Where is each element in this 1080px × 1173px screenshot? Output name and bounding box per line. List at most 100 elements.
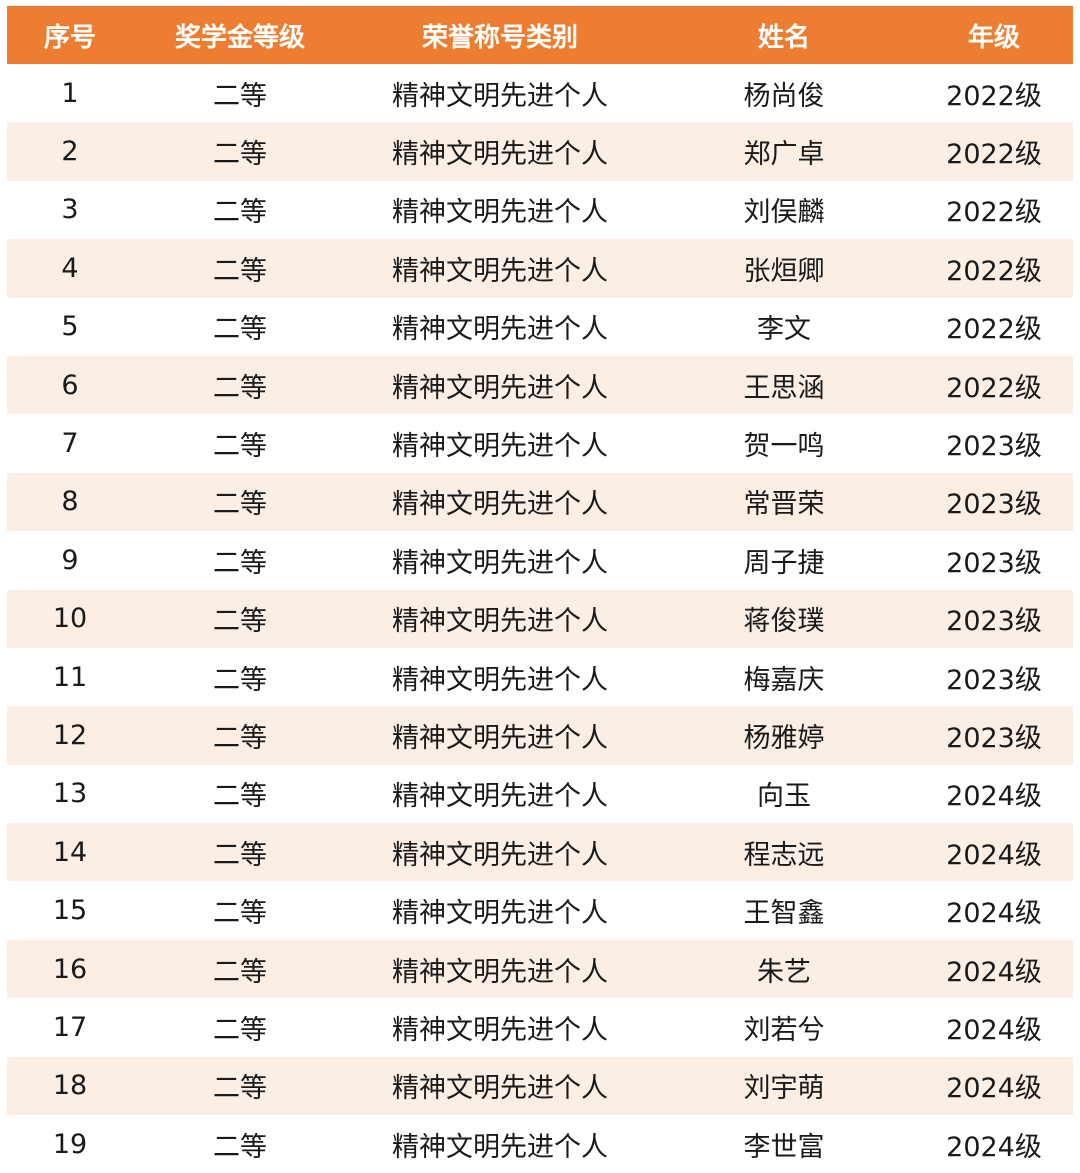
header-honor-category: 荣誉称号类别 (421, 22, 578, 53)
cell-honor-category: 精神文明先进个人 (392, 314, 608, 346)
cell-name: 贺一鸣 (743, 431, 825, 463)
table-header: 序号 奖学金等级 荣誉称号类别 姓名 年级 (7, 6, 1073, 64)
cell-index: 11 (52, 661, 88, 693)
table-row: 18 二等 精神文明先进个人 刘宇萌 2024级 (7, 1056, 1073, 1116)
cell-name: 刘宇萌 (743, 1073, 825, 1105)
cell-grade: 2024级 (946, 956, 1042, 988)
cell-scholarship-level: 二等 (213, 781, 267, 813)
cell-grade: 2024级 (946, 898, 1042, 930)
cell-honor-category: 精神文明先进个人 (392, 664, 608, 696)
cell-index: 15 (52, 895, 88, 927)
cell-index: 8 (61, 486, 79, 518)
cell-index: 17 (52, 1011, 88, 1043)
table-row: 8 二等 精神文明先进个人 常晋荣 2023级 (7, 472, 1073, 532)
cell-grade: 2024级 (946, 839, 1042, 871)
cell-index: 6 (61, 369, 79, 401)
table-row: 6 二等 精神文明先进个人 王思涵 2022级 (7, 355, 1073, 415)
cell-scholarship-level: 二等 (213, 197, 267, 229)
cell-index: 7 (61, 428, 79, 460)
cell-honor-category: 精神文明先进个人 (392, 1131, 608, 1163)
cell-scholarship-level: 二等 (213, 1073, 267, 1105)
cell-scholarship-level: 二等 (213, 606, 267, 638)
table-row: 12 二等 精神文明先进个人 杨雅婷 2023级 (7, 706, 1073, 765)
cell-index: 13 (52, 778, 88, 810)
table-row: 14 二等 精神文明先进个人 程志远 2024级 (7, 823, 1073, 882)
header-name: 姓名 (757, 22, 810, 53)
cell-index: 10 (52, 603, 88, 635)
cell-honor-category: 精神文明先进个人 (392, 722, 608, 754)
cell-name: 张烜卿 (743, 255, 825, 287)
cell-scholarship-level: 二等 (213, 489, 267, 521)
cell-grade: 2023级 (946, 547, 1042, 579)
table-row: 5 二等 精神文明先进个人 李文 2022级 (7, 298, 1073, 356)
cell-scholarship-level: 二等 (213, 547, 267, 579)
table-body: 1 二等 精神文明先进个人 杨尚俊 2022级 2 二等 精神文明先进个人 郑广卓 2022级 3 二… (7, 64, 1073, 1173)
cell-scholarship-level: 二等 (213, 372, 267, 404)
cell-scholarship-level: 二等 (213, 431, 267, 463)
table-row: 3 二等 精神文明先进个人 刘俣麟 2022级 (7, 181, 1073, 239)
cell-index: 12 (52, 719, 88, 751)
cell-grade: 2023级 (946, 722, 1042, 754)
cell-name: 郑广卓 (743, 139, 825, 171)
cell-honor-category: 精神文明先进个人 (392, 547, 608, 579)
award-table: 序号 奖学金等级 荣誉称号类别 姓名 年级 1 二等 精神文明先进个人 杨尚俊 2022… (7, 6, 1073, 1173)
cell-grade: 2023级 (946, 431, 1042, 463)
cell-index: 16 (52, 953, 88, 985)
cell-name: 李文 (757, 314, 811, 346)
table-row: 2 二等 精神文明先进个人 郑广卓 2022级 (7, 122, 1073, 181)
cell-scholarship-level: 二等 (213, 255, 267, 287)
cell-name: 王智鑫 (743, 898, 825, 930)
header-grade: 年级 (967, 22, 1020, 53)
table-row: 9 二等 精神文明先进个人 周子捷 2023级 (7, 531, 1073, 589)
cell-name: 程志远 (743, 839, 825, 871)
cell-honor-category: 精神文明先进个人 (392, 1073, 608, 1105)
cell-honor-category: 精神文明先进个人 (392, 606, 608, 638)
cell-honor-category: 精神文明先进个人 (392, 1014, 608, 1046)
cell-name: 朱艺 (757, 956, 811, 988)
table-row: 15 二等 精神文明先进个人 王智鑫 2024级 (7, 881, 1073, 939)
cell-grade: 2024级 (946, 781, 1042, 813)
cell-honor-category: 精神文明先进个人 (392, 956, 608, 988)
cell-honor-category: 精神文明先进个人 (392, 781, 608, 813)
cell-name: 李世富 (743, 1131, 825, 1163)
cell-scholarship-level: 二等 (213, 80, 267, 112)
cell-grade: 2022级 (946, 255, 1042, 287)
cell-index: 3 (61, 194, 79, 226)
cell-grade: 2023级 (946, 489, 1042, 521)
header-index: 序号 (43, 22, 96, 53)
cell-grade: 2022级 (946, 314, 1042, 346)
table-row: 17 二等 精神文明先进个人 刘若兮 2024级 (7, 998, 1073, 1056)
cell-name: 周子捷 (743, 547, 825, 579)
table-row: 19 二等 精神文明先进个人 李世富 2024级 (7, 1115, 1073, 1173)
cell-index: 4 (61, 252, 79, 284)
cell-index: 18 (52, 1070, 88, 1102)
table-row: 10 二等 精神文明先进个人 蒋俊璞 2023级 (7, 589, 1073, 648)
cell-grade: 2022级 (946, 139, 1042, 171)
cell-scholarship-level: 二等 (213, 139, 267, 171)
cell-honor-category: 精神文明先进个人 (392, 372, 608, 404)
cell-name: 常晋荣 (743, 489, 825, 521)
cell-grade: 2024级 (946, 1131, 1042, 1163)
header-scholarship-level: 奖学金等级 (174, 22, 305, 53)
cell-grade: 2023级 (946, 664, 1042, 696)
cell-grade: 2022级 (946, 197, 1042, 229)
cell-name: 刘若兮 (743, 1014, 825, 1046)
cell-scholarship-level: 二等 (213, 1014, 267, 1046)
cell-scholarship-level: 二等 (213, 722, 267, 754)
cell-honor-category: 精神文明先进个人 (392, 80, 608, 112)
cell-scholarship-level: 二等 (213, 1131, 267, 1163)
cell-index: 1 (61, 77, 79, 109)
cell-index: 5 (61, 311, 79, 343)
table-row: 4 二等 精神文明先进个人 张烜卿 2022级 (7, 239, 1073, 298)
cell-honor-category: 精神文明先进个人 (392, 197, 608, 229)
cell-name: 杨雅婷 (743, 722, 825, 754)
cell-grade: 2024级 (946, 1073, 1042, 1105)
cell-name: 向玉 (757, 781, 811, 813)
cell-grade: 2022级 (946, 80, 1042, 112)
cell-grade: 2022级 (946, 372, 1042, 404)
table-row: 13 二等 精神文明先进个人 向玉 2024级 (7, 765, 1073, 823)
cell-index: 9 (61, 544, 79, 576)
cell-scholarship-level: 二等 (213, 664, 267, 696)
cell-honor-category: 精神文明先进个人 (392, 898, 608, 930)
cell-name: 刘俣麟 (743, 197, 825, 229)
